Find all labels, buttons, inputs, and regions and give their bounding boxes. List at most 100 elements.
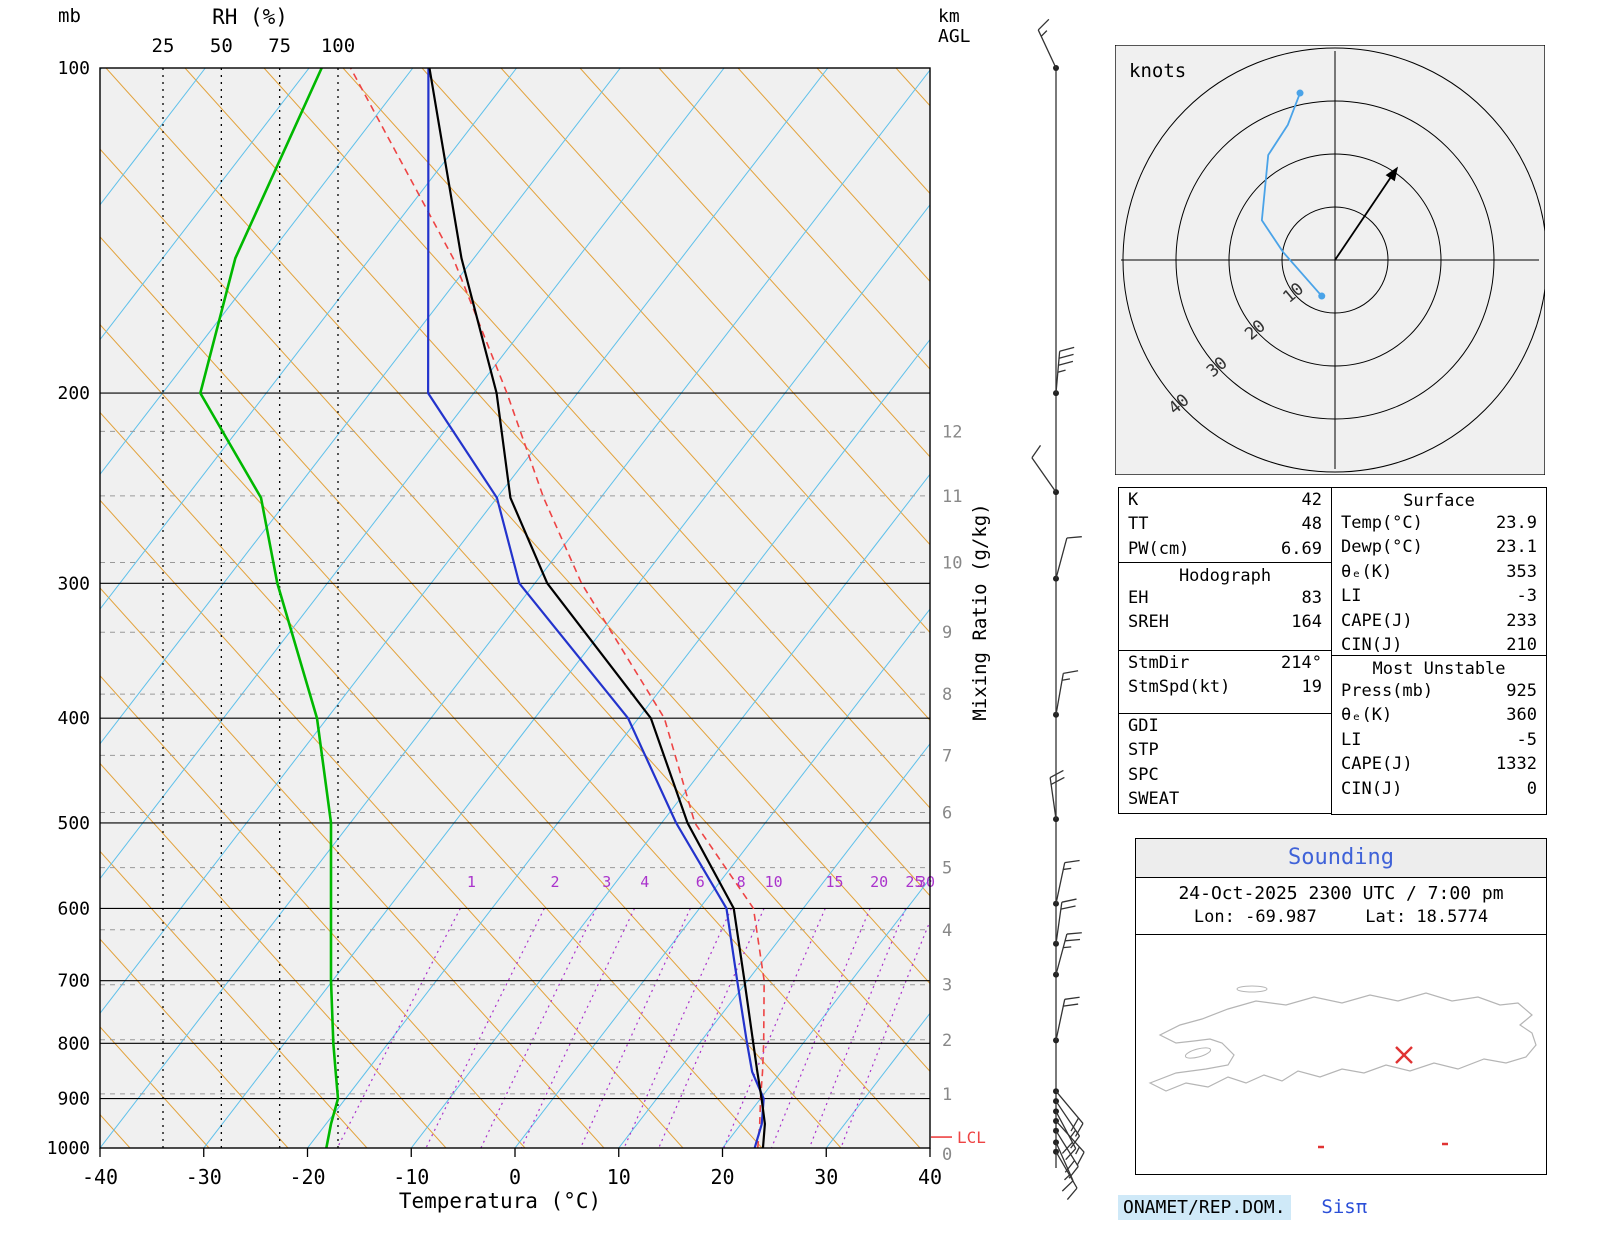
mixing-ratio-line (480, 908, 597, 1148)
pressure-tick-label: 300 (57, 573, 90, 594)
temp-tick-label: 0 (509, 1165, 521, 1189)
km-axis-unit: km (938, 6, 960, 27)
dry-adiabat-line (105, 68, 930, 985)
stat-value: 48 (1301, 514, 1322, 535)
wind-barb-half (1040, 30, 1048, 37)
dry-adiabat-line (100, 411, 763, 1148)
stat-value: -5 (1516, 729, 1537, 750)
stat-row: θₑ(K) 360 (1332, 703, 1546, 727)
stat-label: TT (1128, 514, 1149, 535)
stat-label: SREH (1128, 612, 1169, 633)
stat-value: 214° (1281, 653, 1322, 673)
isotherm-line (100, 68, 517, 610)
island-coastline (1148, 992, 1537, 1092)
brand-label: Sisπ (1321, 1196, 1368, 1218)
wind-barb-full (1058, 360, 1074, 366)
wind-barb-half (1070, 1129, 1077, 1138)
stat-row: TT 48 (1119, 512, 1331, 536)
mixing-ratio-label: 20 (870, 873, 888, 891)
storm-motion-arrowhead (1385, 166, 1399, 182)
sounding-header: 24-Oct-2025 2300 UTC / 7:00 pm Lon: -69.… (1136, 878, 1546, 935)
stat-label: CIN(J) (1341, 778, 1403, 799)
wind-barb-full (1066, 932, 1082, 935)
mixing-ratio-label: 2 (551, 873, 560, 891)
stat-row: θₑ(K) 353 (1332, 560, 1546, 584)
wind-barb-full (1064, 996, 1080, 1000)
location-map (1148, 985, 1537, 1149)
wind-barb-full (1063, 670, 1079, 674)
km-axis-unit2: AGL (938, 26, 971, 47)
agency-label: ONAMET/REP.DOM. (1118, 1195, 1291, 1220)
stat-label: SPC (1128, 764, 1159, 785)
stats-right-column: Surface Temp(°C) 23.9 Dewp(°C) 23.1 θₑ(K) 353 L… (1331, 487, 1547, 815)
pressure-axis-unit: mb (58, 5, 81, 27)
dry-adiabat-line (100, 938, 289, 1148)
dry-adiabat-line (579, 68, 930, 458)
km-tick-label: 2 (942, 1031, 952, 1051)
temp-axis: -40 -30 -20 -10 0 10 20 30 40 (82, 1148, 942, 1189)
wind-barb-full (1065, 938, 1081, 942)
rh-tick-label: 100 (321, 35, 355, 57)
stat-value: 164 (1291, 612, 1322, 633)
temp-tick-label: -40 (82, 1165, 118, 1189)
skewt-chart: 1 2 3 4 6 8 10 15 20 2530mb1002003004005006007008… (47, 5, 1110, 1213)
isotherm-line (929, 1147, 930, 1148)
temp-tick-label: -10 (393, 1165, 429, 1189)
km-gridlines (100, 430, 930, 1095)
dry-adiabat-line (500, 68, 930, 546)
stat-value: 360 (1506, 705, 1537, 726)
wind-barb-half (1057, 369, 1066, 373)
hodograph-ring (1175, 100, 1495, 420)
box-surface-title: Surface (1403, 491, 1475, 511)
rh-tick-label: 25 (152, 35, 175, 57)
mixing-ratio-line (579, 908, 691, 1148)
wind-barb-full (1076, 1151, 1085, 1166)
pressure-tick-label: 800 (57, 1033, 90, 1054)
stat-row: EH 83 (1119, 586, 1331, 610)
wind-barb-shaft (1055, 673, 1064, 715)
hodograph-trace-dot (1296, 89, 1304, 97)
most-unstable-table: Most Unstable Press(mb) 925 θₑ(K) 360 LI -5 CAP… (1331, 655, 1547, 815)
mixing-ratio-label: 3 (602, 873, 611, 891)
dry-adiabat-line (658, 68, 930, 370)
isotherm-line (100, 69, 930, 1148)
sounding-traces (198, 68, 766, 1148)
stat-value: 23.1 (1496, 537, 1537, 558)
wind-barb-shaft (1055, 537, 1068, 579)
lcl-label: LCL (957, 1128, 986, 1147)
stat-value: 6.69 (1281, 538, 1322, 559)
hodograph-ring (1122, 47, 1545, 473)
wind-barb-shaft (1055, 999, 1066, 1041)
rh-gridlines (162, 68, 339, 1148)
stat-value: 83 (1301, 588, 1322, 608)
temp-tick-label: -30 (186, 1165, 222, 1189)
dry-adiabat-line (975, 68, 1110, 1148)
km-tick-label: 3 (942, 976, 952, 996)
km-tick-label: 7 (942, 746, 952, 766)
stat-row: CIN(J) 0 (1332, 777, 1546, 801)
mixing-ratio-label: 30 (917, 873, 935, 891)
wind-barb-shaft (1055, 862, 1066, 904)
temp-axis-title: Temperatura (°C) (399, 1189, 601, 1213)
hodograph-ring (1281, 206, 1389, 314)
indices-table: K 42 TT 48 PW(cm) 6.69 (1118, 487, 1332, 563)
dry-adiabat-line (100, 323, 842, 1148)
hodograph-units-label: knots (1129, 60, 1186, 82)
stat-label: SWEAT (1128, 789, 1180, 810)
km-tick-label: 8 (942, 685, 952, 705)
hodograph-ring (1228, 153, 1442, 367)
rh-tick-label: 75 (268, 35, 291, 57)
stat-label: θₑ(K) (1341, 705, 1393, 726)
hodograph-table: Hodograph EH 83 SREH 164 (1118, 562, 1332, 651)
rh-axis-title: RH (%) (212, 5, 288, 29)
stat-label: Temp(°C) (1341, 513, 1423, 533)
stat-label: CAPE(J) (1341, 610, 1413, 631)
wind-barb-column (1031, 18, 1085, 1201)
dry-adiabat-line (184, 68, 930, 897)
stat-value: 23.9 (1496, 513, 1537, 533)
pressure-tick-label: 700 (57, 971, 90, 992)
wind-barb-full (1066, 536, 1082, 539)
wind-barb-shaft (1055, 1142, 1074, 1181)
rh-tick-label: 50 (210, 35, 233, 57)
km-tick-label: 11 (942, 487, 962, 507)
